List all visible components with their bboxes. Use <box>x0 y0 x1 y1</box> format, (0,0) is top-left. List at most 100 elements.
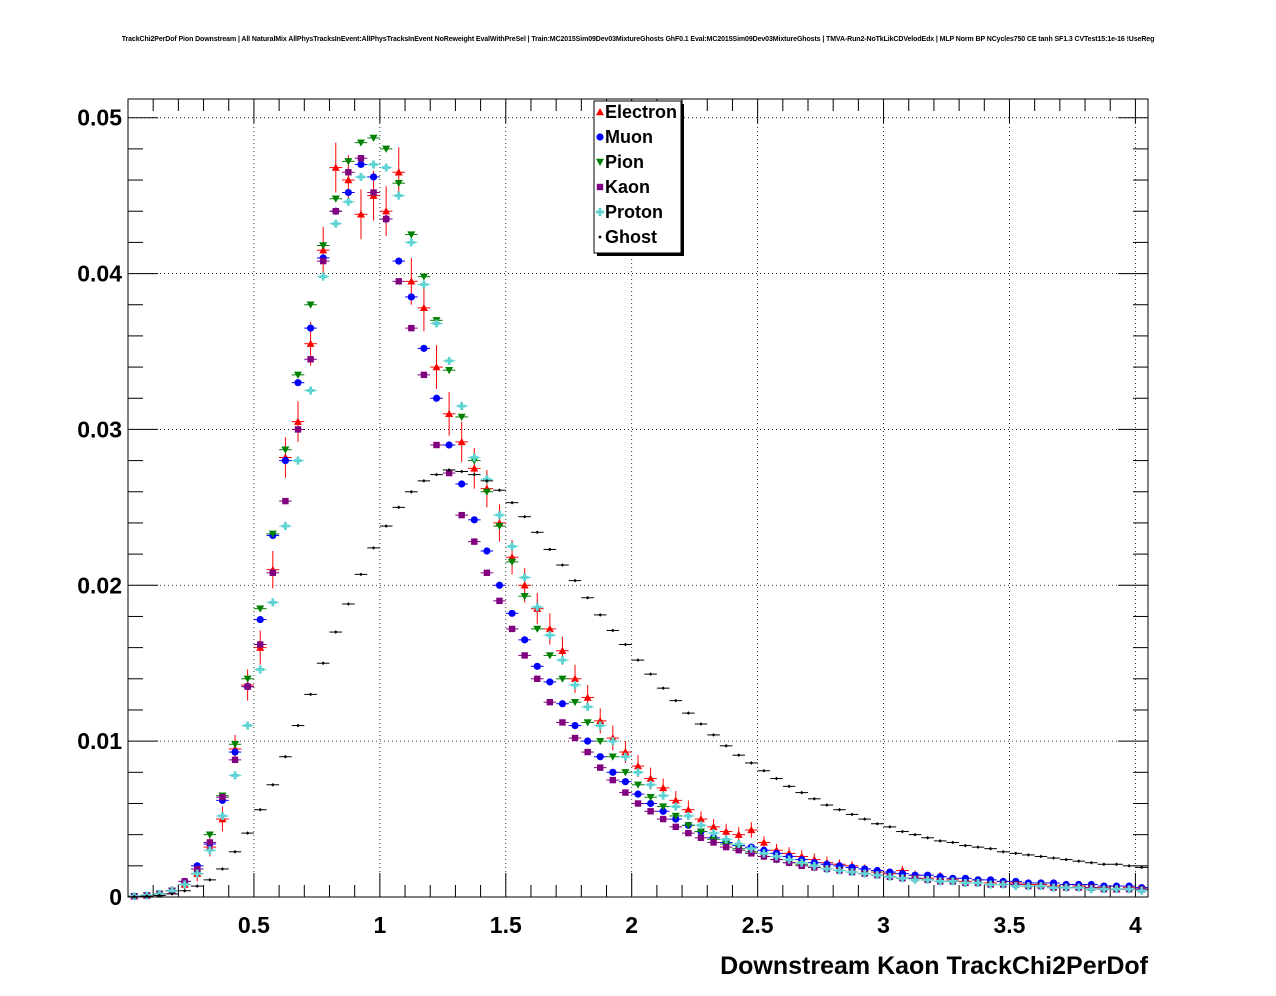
data-point <box>596 716 605 725</box>
data-point <box>785 855 794 864</box>
data-point <box>911 875 920 884</box>
data-point <box>294 426 302 433</box>
data-point <box>483 547 491 555</box>
data-point <box>913 832 917 837</box>
data-point <box>193 869 202 878</box>
data-point <box>1089 860 1094 865</box>
data-point <box>623 642 628 647</box>
data-point <box>306 301 315 309</box>
data-point <box>520 573 529 582</box>
data-point <box>709 822 718 831</box>
data-point <box>848 868 857 877</box>
data-point <box>180 880 189 889</box>
data-point <box>634 790 642 798</box>
data-point <box>659 807 667 815</box>
data-point <box>759 849 768 858</box>
y-tick-label: 0 <box>109 884 122 910</box>
data-point <box>888 825 892 829</box>
data-point <box>533 603 542 612</box>
data-point <box>344 188 352 197</box>
data-point <box>296 723 300 728</box>
data-point <box>447 468 451 472</box>
data-point <box>1114 862 1119 867</box>
data-point <box>646 780 655 789</box>
data-point <box>974 878 982 887</box>
data-point <box>459 469 464 474</box>
data-point <box>534 675 541 682</box>
data-point <box>938 839 943 843</box>
data-point <box>734 840 743 849</box>
data-point <box>961 878 970 887</box>
data-point <box>508 553 517 561</box>
data-point <box>673 698 678 703</box>
data-point <box>648 672 653 676</box>
data-point <box>963 843 968 848</box>
data-point <box>218 811 227 820</box>
data-point <box>571 698 580 707</box>
data-point <box>145 894 149 899</box>
data-point <box>1139 865 1144 870</box>
data-point <box>510 500 514 505</box>
data-point <box>470 516 478 524</box>
data-point <box>787 784 791 789</box>
data-point <box>231 771 240 780</box>
data-point <box>1076 859 1081 863</box>
data-point <box>208 878 212 882</box>
data-point <box>319 272 328 281</box>
data-point <box>319 246 328 254</box>
data-point <box>445 409 454 418</box>
x-tick-label: 1.5 <box>490 912 522 938</box>
data-point <box>294 371 302 379</box>
data-point <box>382 163 391 172</box>
data-point <box>508 609 516 617</box>
data-point <box>356 139 365 147</box>
data-point <box>458 480 466 488</box>
x-axis-title: Downstream Kaon TrackChi2PerDof <box>720 952 1149 980</box>
data-point <box>243 721 252 730</box>
data-point <box>558 700 567 708</box>
data-point <box>306 324 315 332</box>
data-point <box>256 605 265 613</box>
tick-labels: 0.5 1 1.5 2 2.5 3 3.5 4 0 0.01 0.02 0.03 0.04 0.05 <box>77 105 1142 938</box>
data-point <box>634 762 642 770</box>
data-point <box>583 702 592 711</box>
data-point <box>195 884 200 888</box>
data-point <box>659 815 667 823</box>
data-point <box>369 173 378 181</box>
data-point <box>382 207 391 215</box>
data-point <box>548 547 552 552</box>
data-point <box>583 719 592 727</box>
legend: Electron Muon Pion Kaon Proton Ghost <box>593 100 684 256</box>
data-point <box>432 394 441 402</box>
data-point <box>420 371 428 379</box>
data-point <box>245 831 250 835</box>
data-point <box>306 386 315 395</box>
data-point <box>294 417 302 425</box>
legend-item-muon: Muon <box>596 127 653 147</box>
legend-box <box>593 100 682 254</box>
legend-item-kaon: Kaon <box>596 177 650 197</box>
data-point <box>885 872 894 881</box>
data-point <box>206 839 214 846</box>
data-point <box>294 379 302 387</box>
data-point <box>799 790 804 795</box>
plot-frame <box>127 98 1149 898</box>
x-tick-label: 3 <box>877 912 890 938</box>
data-point <box>495 581 504 589</box>
data-point <box>747 825 756 834</box>
data-point <box>1087 885 1096 894</box>
data-point <box>571 681 580 690</box>
data-point <box>596 753 604 761</box>
y-tick-label: 0.04 <box>77 261 122 287</box>
data-point <box>923 875 932 884</box>
data-point <box>850 812 854 817</box>
data-point <box>333 630 338 634</box>
data-point <box>571 721 579 730</box>
data-point <box>558 675 567 683</box>
data-point <box>369 160 378 169</box>
data-point <box>321 661 325 666</box>
y-tick-label: 0.03 <box>77 416 122 442</box>
data-point <box>535 530 540 535</box>
data-point <box>256 665 265 674</box>
data-point <box>596 721 605 730</box>
